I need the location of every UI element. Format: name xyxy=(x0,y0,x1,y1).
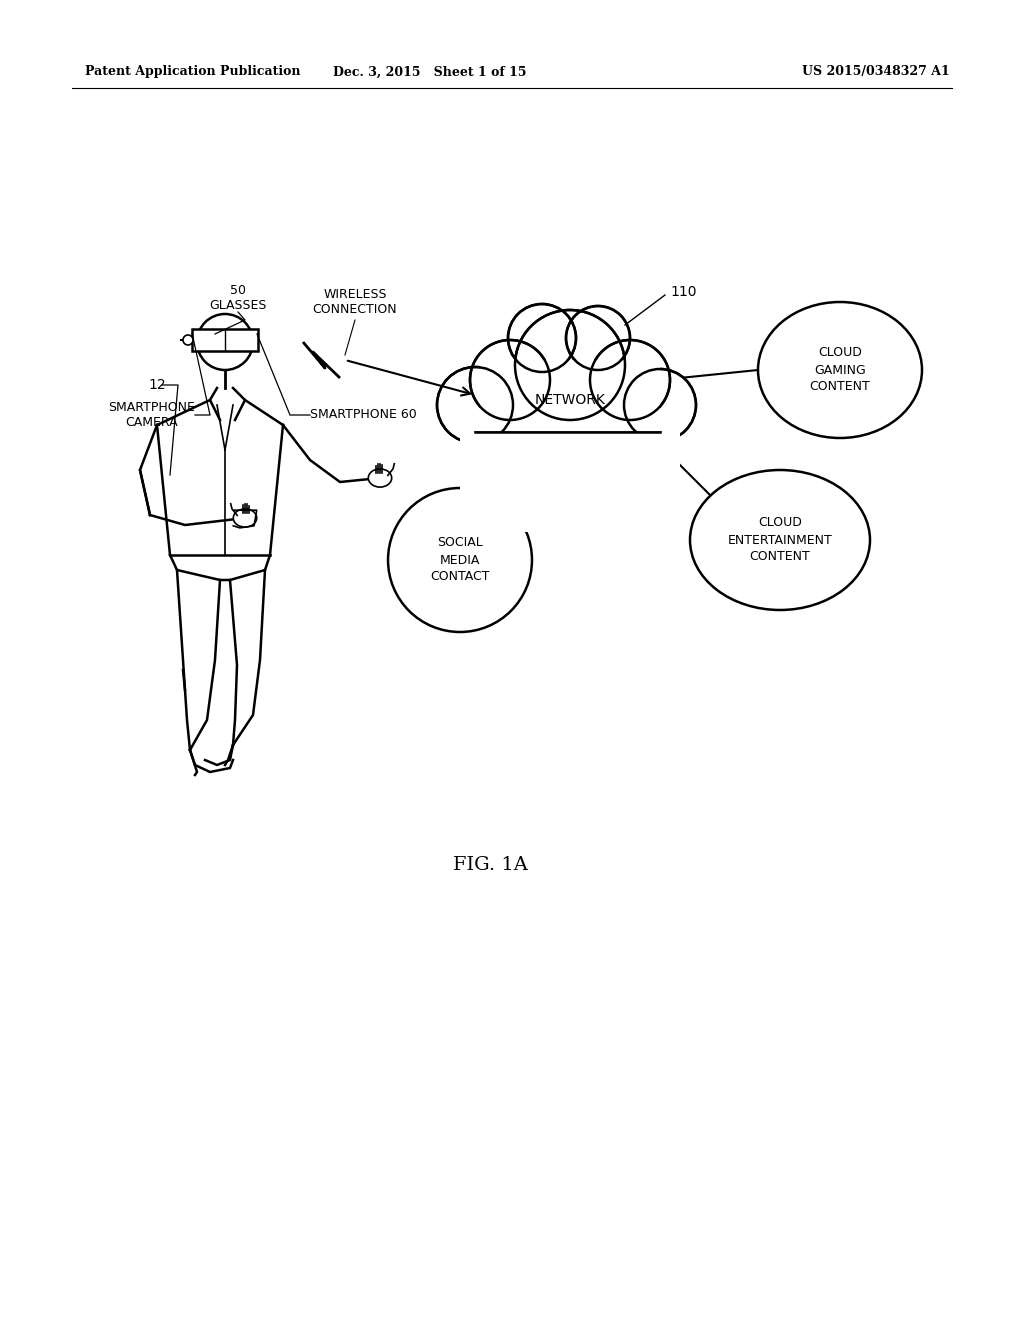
Circle shape xyxy=(183,335,193,345)
Text: CLOUD
ENTERTAINMENT
CONTENT: CLOUD ENTERTAINMENT CONTENT xyxy=(728,516,833,564)
Text: 12: 12 xyxy=(148,378,166,392)
Circle shape xyxy=(197,314,253,370)
Ellipse shape xyxy=(369,469,392,487)
Circle shape xyxy=(624,370,696,441)
FancyBboxPatch shape xyxy=(193,329,258,351)
Circle shape xyxy=(437,367,513,444)
Circle shape xyxy=(590,341,670,420)
Text: CLOUD
GAMING
CONTENT: CLOUD GAMING CONTENT xyxy=(810,346,870,393)
Ellipse shape xyxy=(758,302,922,438)
FancyBboxPatch shape xyxy=(475,315,665,455)
Text: SOCIAL
MEDIA
CONTACT: SOCIAL MEDIA CONTACT xyxy=(430,536,489,583)
FancyBboxPatch shape xyxy=(480,360,660,436)
Ellipse shape xyxy=(690,470,870,610)
Circle shape xyxy=(515,310,625,420)
Text: 50
GLASSES: 50 GLASSES xyxy=(209,284,266,312)
FancyBboxPatch shape xyxy=(470,426,670,507)
Text: SMARTPHONE
CAMERA: SMARTPHONE CAMERA xyxy=(109,401,196,429)
Circle shape xyxy=(508,304,575,372)
Text: NETWORK: NETWORK xyxy=(535,393,605,407)
FancyBboxPatch shape xyxy=(460,432,680,532)
Ellipse shape xyxy=(233,510,257,527)
Text: 110: 110 xyxy=(670,285,696,300)
Text: FIG. 1A: FIG. 1A xyxy=(453,855,527,874)
Circle shape xyxy=(566,306,630,370)
Text: US 2015/0348327 A1: US 2015/0348327 A1 xyxy=(802,66,950,78)
Ellipse shape xyxy=(388,488,532,632)
Text: Dec. 3, 2015   Sheet 1 of 15: Dec. 3, 2015 Sheet 1 of 15 xyxy=(333,66,526,78)
Text: SMARTPHONE 60: SMARTPHONE 60 xyxy=(310,408,417,421)
Text: WIRELESS
CONNECTION: WIRELESS CONNECTION xyxy=(312,288,397,315)
Circle shape xyxy=(470,341,550,420)
Text: Patent Application Publication: Patent Application Publication xyxy=(85,66,300,78)
